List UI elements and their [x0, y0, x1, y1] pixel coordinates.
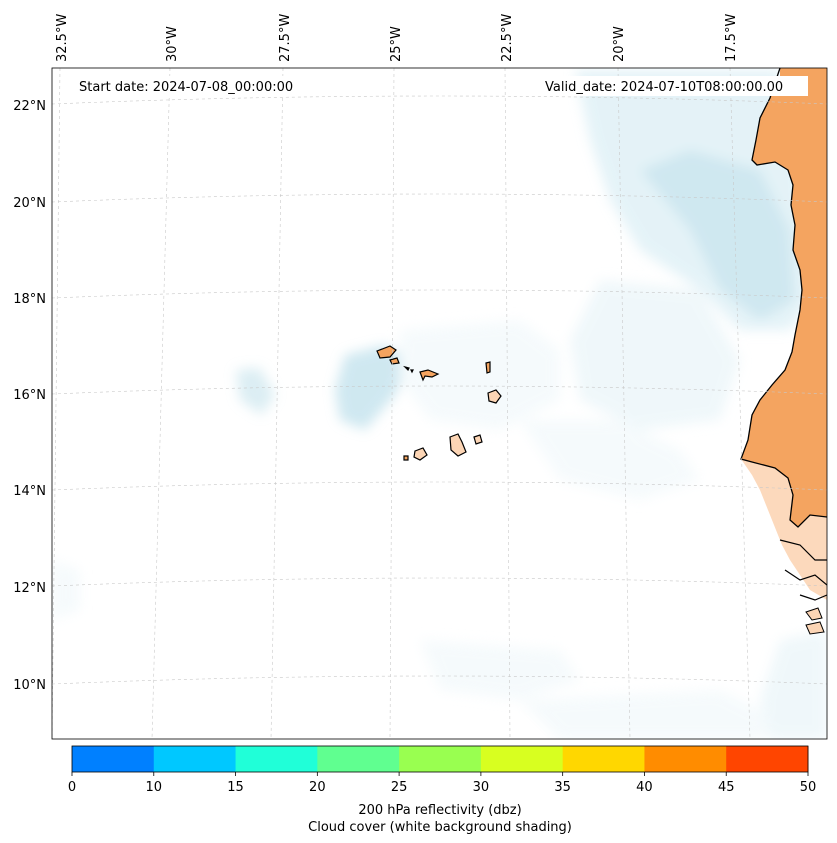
colorbar-segment [72, 746, 155, 772]
lat-label-22n: 22°N [13, 99, 46, 114]
lon-label-17-5w: 17.5°W [724, 14, 739, 62]
colorbar-label-line1: 200 hPa reflectivity (dbz) [358, 803, 521, 818]
lat-label-16n: 16°N [13, 388, 46, 403]
colorbar-segment [235, 746, 318, 772]
africa-south-land [741, 459, 827, 600]
africa-land [741, 68, 827, 527]
coastline [740, 68, 827, 528]
lon-label-32-5w: 32.5°W [55, 14, 70, 62]
lon-label-27-5w: 27.5°W [278, 14, 293, 62]
lon-label-20w: 20°W [612, 26, 627, 62]
start-date-box [72, 76, 312, 96]
colorbar-segment [317, 746, 400, 772]
colorbar: 0 10 15 20 25 30 35 40 45 50 200 hPa reflectivity… [68, 745, 817, 835]
lat-label-18n: 18°N [13, 292, 46, 307]
colorbar-segment [562, 746, 645, 772]
lat-label-20n: 20°N [13, 196, 46, 211]
colorbar-tick-label: 35 [554, 780, 571, 795]
colorbar-tick-label: 20 [309, 780, 326, 795]
colorbar-segment [480, 746, 564, 772]
colorbar-tick-label: 50 [800, 780, 817, 795]
map-panel: Start date: 2024-07-08_00:00:00 Valid_da… [52, 68, 827, 739]
cape-verde-islands [376, 345, 502, 461]
valid-date-label: Valid_date: 2024-07-10T08:00:00.00 [545, 80, 783, 95]
colorbar-label-line2: Cloud cover (white background shading) [308, 820, 572, 835]
map-frame [51, 67, 828, 740]
start-date-label: Start date: 2024-07-08_00:00:00 [79, 80, 293, 95]
graticule [52, 68, 827, 739]
colorbar-frame [71, 745, 809, 773]
colorbar-segment [153, 746, 237, 772]
colorbar-tick-label: 15 [227, 780, 244, 795]
colorbar-tick-label: 40 [636, 780, 653, 795]
colorbar-segment [644, 746, 727, 772]
longitude-labels: 32.5°W 30°W 27.5°W 25°W 22.5°W 20°W 17.5… [55, 14, 739, 62]
lon-label-22-5w: 22.5°W [500, 14, 515, 62]
lat-label-10n: 10°N [13, 678, 46, 693]
colorbar-tick-label: 45 [718, 780, 735, 795]
colorbar-segment [726, 746, 809, 772]
latitude-labels: 22°N 20°N 18°N 16°N 14°N 12°N 10°N [13, 99, 46, 693]
valid-date-box [538, 76, 808, 96]
lat-label-14n: 14°N [13, 484, 46, 499]
cloud-shading [52, 70, 827, 739]
lon-label-25w: 25°W [389, 26, 404, 62]
colorbar-tick-label: 30 [473, 780, 490, 795]
lon-label-30w: 30°W [165, 26, 180, 62]
colorbar-segment [399, 746, 482, 772]
colorbar-tick-label: 10 [146, 780, 163, 795]
lat-label-12n: 12°N [13, 581, 46, 596]
colorbar-tick-label: 0 [68, 780, 76, 795]
colorbar-tick-label: 25 [391, 780, 408, 795]
